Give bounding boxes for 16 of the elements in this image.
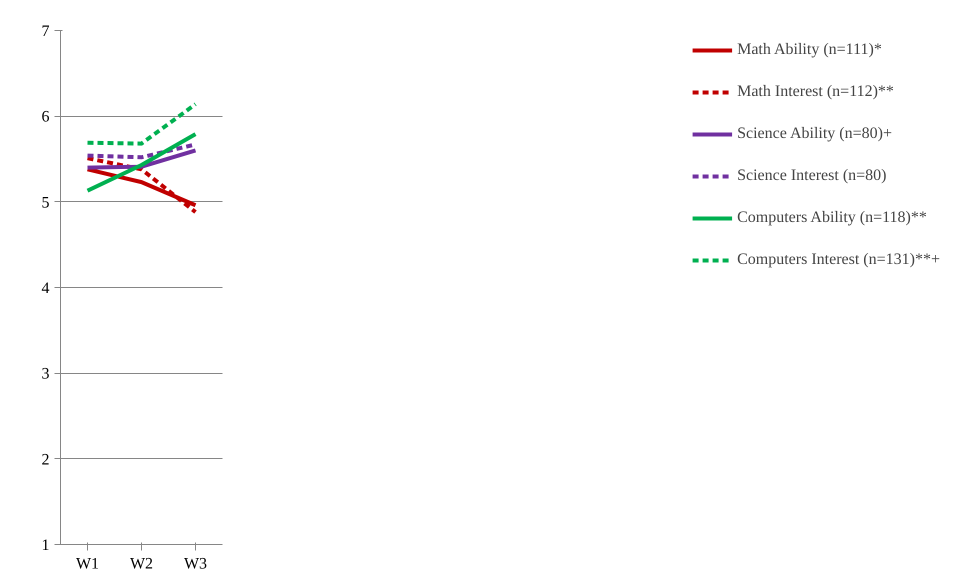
legend-label: Math Interest (n=112)** bbox=[737, 83, 894, 101]
y-tick-label: 2 bbox=[42, 451, 50, 468]
legend-label: Computers Ability (n=118)** bbox=[737, 209, 927, 227]
legend-label: Computers Interest (n=131)**+ bbox=[737, 251, 940, 269]
y-tick-label: 3 bbox=[42, 366, 50, 383]
y-tick-label: 5 bbox=[42, 194, 50, 212]
legend-label: Science Interest (n=80) bbox=[737, 167, 886, 185]
legend-label: Math Ability (n=111)* bbox=[737, 41, 882, 59]
y-tick-label: 4 bbox=[42, 280, 50, 297]
y-tick-label: 6 bbox=[42, 108, 50, 126]
x-tick-label: W1 bbox=[76, 556, 100, 572]
x-tick-label: W2 bbox=[130, 556, 154, 572]
y-tick-label: 7 bbox=[42, 23, 50, 40]
legend-label: Science Ability (n=80)+ bbox=[737, 125, 892, 143]
x-tick-label: W3 bbox=[184, 556, 208, 572]
y-tick-label: 1 bbox=[42, 537, 50, 554]
